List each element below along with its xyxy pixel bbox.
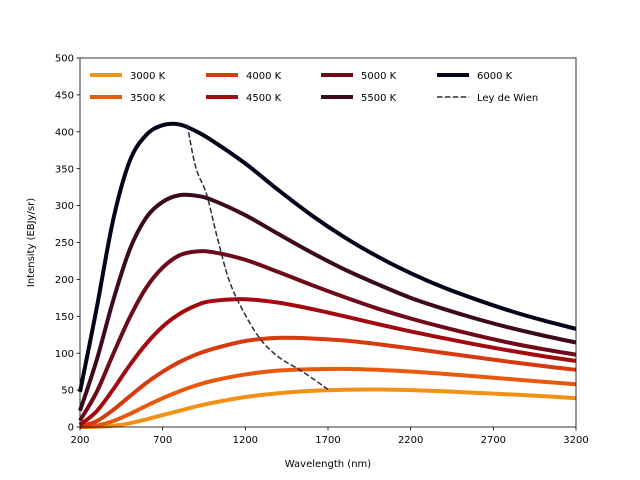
x-tick-label: 700: [153, 435, 172, 446]
series-line-4500-k: [78, 297, 577, 427]
legend-label: 5500 K: [361, 93, 397, 104]
y-tick-label: 300: [55, 201, 74, 212]
legend-label: 4500 K: [246, 93, 282, 104]
y-tick-label: 350: [55, 164, 74, 175]
x-axis-label: Wavelength (nm): [285, 459, 371, 470]
legend-label: 5000 K: [361, 71, 397, 82]
y-axis-ticks: 0 50 100 150 200 250 300 350 400 450 500: [55, 54, 80, 434]
y-tick-label: 450: [55, 91, 74, 102]
y-tick-label: 500: [55, 54, 74, 65]
series-line-6000-k: [78, 121, 577, 393]
legend-label: Ley de Wien: [477, 93, 538, 104]
x-tick-label: 1200: [233, 435, 258, 446]
x-tick-label: 1700: [315, 435, 340, 446]
y-tick-label: 150: [55, 312, 74, 323]
x-tick-label: 2700: [481, 435, 506, 446]
x-tick-label: 3200: [563, 435, 588, 446]
y-tick-label: 50: [61, 386, 74, 397]
x-tick-label: 200: [70, 435, 89, 446]
plot-frame: [79, 57, 577, 428]
wien-law-line: [186, 124, 329, 390]
legend-label: 6000 K: [477, 71, 513, 82]
series-line-4000-k: [79, 335, 577, 429]
y-axis-label: Intensity (EBJy/sr): [26, 198, 37, 287]
y-tick-label: 400: [55, 127, 74, 138]
y-tick-label: 0: [68, 423, 74, 434]
x-tick-label: 2200: [398, 435, 423, 446]
plot-area: [80, 58, 576, 427]
series-line-5000-k: [78, 249, 577, 422]
y-tick-label: 200: [55, 275, 74, 286]
series-line-3000-k: [79, 387, 577, 429]
y-tick-label: 100: [55, 349, 74, 360]
x-axis-ticks: 200 700 1200 1700 2200 2700 3200: [70, 427, 589, 446]
series-layer: [78, 121, 577, 429]
series-line-5500-k: [78, 192, 577, 412]
legend-label: 3000 K: [130, 71, 166, 82]
y-tick-label: 250: [55, 238, 74, 249]
series-line-3500-k: [79, 366, 577, 429]
legend-label: 4000 K: [246, 71, 282, 82]
legend-label: 3500 K: [130, 93, 166, 104]
legend: 3000 K 3500 K 4000 K 4500 K 5000 K 5500 K 6000…: [90, 71, 538, 104]
